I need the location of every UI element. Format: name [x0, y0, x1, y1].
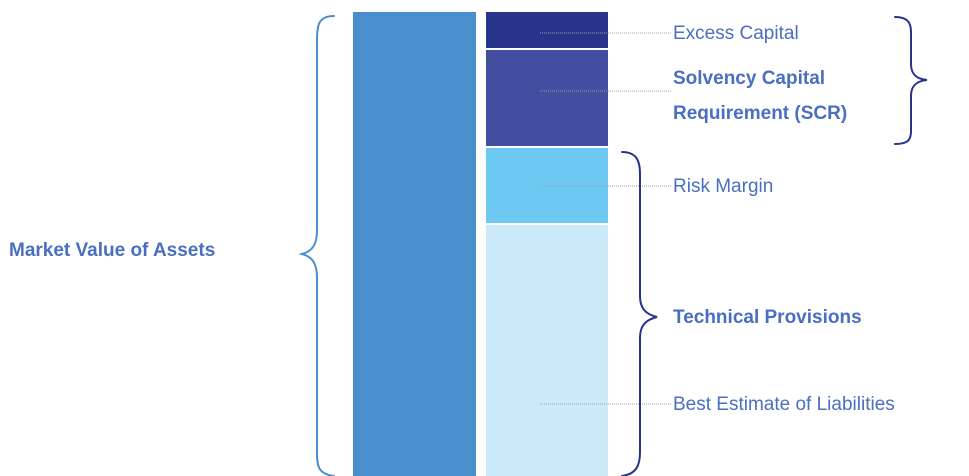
best-estimate-of-liabilities-label: Best Estimate of Liabilities	[673, 394, 895, 415]
capital-brace	[894, 16, 928, 145]
assets-brace	[298, 15, 335, 476]
technical-provisions-brace	[621, 151, 658, 476]
technical-provisions-label: Technical Provisions	[673, 307, 862, 328]
best-estimate-block	[486, 225, 608, 476]
market-value-of-assets-label: Market Value of Assets	[9, 240, 216, 261]
scr-label-line-2: Requirement (SCR)	[673, 103, 848, 124]
risk-margin-label: Risk Margin	[673, 176, 774, 197]
assets-bar	[353, 12, 476, 476]
scr-label-line-1: Solvency Capital	[673, 68, 826, 89]
excess-capital-label: Excess Capital	[673, 23, 799, 44]
excess-capital-block	[486, 12, 608, 48]
scr-block	[486, 50, 608, 146]
